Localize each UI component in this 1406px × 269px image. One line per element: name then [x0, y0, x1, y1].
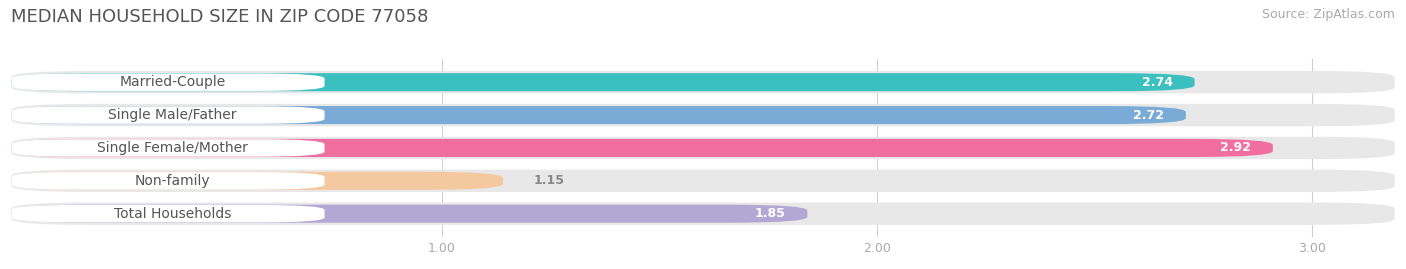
FancyBboxPatch shape — [11, 139, 1272, 157]
FancyBboxPatch shape — [11, 170, 1395, 192]
FancyBboxPatch shape — [11, 172, 503, 190]
Text: MEDIAN HOUSEHOLD SIZE IN ZIP CODE 77058: MEDIAN HOUSEHOLD SIZE IN ZIP CODE 77058 — [11, 8, 429, 26]
FancyBboxPatch shape — [11, 205, 807, 223]
FancyBboxPatch shape — [11, 73, 325, 91]
Text: 2.72: 2.72 — [1133, 109, 1164, 122]
FancyBboxPatch shape — [11, 172, 325, 190]
Text: 2.92: 2.92 — [1220, 141, 1251, 154]
FancyBboxPatch shape — [11, 104, 1395, 126]
Text: Single Female/Mother: Single Female/Mother — [97, 141, 247, 155]
Text: Non-family: Non-family — [135, 174, 209, 188]
Text: Source: ZipAtlas.com: Source: ZipAtlas.com — [1261, 8, 1395, 21]
FancyBboxPatch shape — [11, 71, 1395, 93]
Text: Single Male/Father: Single Male/Father — [108, 108, 236, 122]
Text: 1.15: 1.15 — [533, 174, 564, 187]
FancyBboxPatch shape — [11, 137, 1395, 159]
Text: Total Households: Total Households — [114, 207, 231, 221]
Text: 2.74: 2.74 — [1142, 76, 1173, 89]
FancyBboxPatch shape — [11, 205, 325, 222]
FancyBboxPatch shape — [11, 106, 325, 124]
FancyBboxPatch shape — [11, 73, 1195, 91]
FancyBboxPatch shape — [11, 139, 325, 157]
Text: Married-Couple: Married-Couple — [120, 75, 225, 89]
FancyBboxPatch shape — [11, 203, 1395, 225]
FancyBboxPatch shape — [11, 106, 1185, 124]
Text: 1.85: 1.85 — [755, 207, 786, 220]
